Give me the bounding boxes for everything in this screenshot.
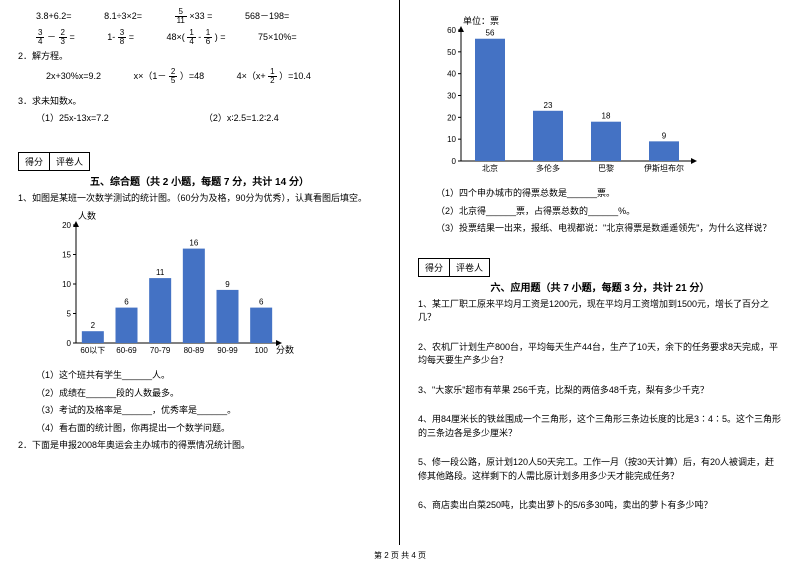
s5-q1: 1、如图是某班一次数学测试的统计图。（60分为及格，90分为优秀），认真看图后填… bbox=[18, 192, 381, 206]
chart-1: 0 5 10 15 20 2 60以下 6 60-69 11 70-79 16 80-89 9 90-99 6… bbox=[48, 211, 381, 363]
svg-text:23: 23 bbox=[544, 101, 553, 110]
close: ) = bbox=[215, 32, 226, 42]
minus: － bbox=[47, 32, 56, 42]
q3-items: （1）25x-13x=7.2 （2）x∶2.5=1.2∶2.4 bbox=[18, 112, 381, 126]
s6q3: 3、"大家乐"超市有苹果 256千克，比梨的两倍多48千克，梨有多少千克？ bbox=[418, 384, 782, 398]
svg-text:0: 0 bbox=[452, 157, 457, 166]
eq2: = bbox=[129, 32, 134, 42]
calc1a: 3.8+6.2= bbox=[36, 11, 72, 21]
q2-title: 2．解方程。 bbox=[18, 50, 381, 64]
left-column: 3.8+6.2= 8.1÷3×2= 511 ×33 = 568－198= 34 … bbox=[0, 0, 400, 545]
eq-row: 2x+30%x=9.2 x×（1－ 25 ）=48 4×（x+ 12 ）=10.… bbox=[18, 68, 381, 85]
eq3b: ）=10.4 bbox=[279, 70, 311, 80]
s6q1: 1、某工厂职工原来平均月工资是1200元，现在平均月工资增加到1500元，增长了… bbox=[418, 298, 782, 325]
svg-text:6: 6 bbox=[124, 298, 129, 307]
calc-row-1: 3.8+6.2= 8.1÷3×2= 511 ×33 = 568－198= bbox=[18, 8, 381, 25]
svg-text:18: 18 bbox=[602, 112, 611, 121]
svg-text:人数: 人数 bbox=[78, 211, 96, 221]
svg-text:伊斯坦布尔: 伊斯坦布尔 bbox=[644, 163, 684, 173]
calc1d: 568－198= bbox=[245, 11, 289, 21]
svg-text:50: 50 bbox=[447, 48, 456, 57]
calc1b: 8.1÷3×2= bbox=[104, 11, 142, 21]
svg-text:多伦多: 多伦多 bbox=[536, 163, 560, 173]
frac-1-6: 16 bbox=[204, 29, 212, 46]
c2s1: （1）四个申办城市的得票总数是______票。 bbox=[418, 187, 782, 201]
score-label: 得分 bbox=[19, 153, 50, 170]
svg-text:56: 56 bbox=[486, 29, 495, 38]
eq1: 2x+30%x=9.2 bbox=[46, 70, 101, 80]
svg-text:2: 2 bbox=[91, 321, 96, 330]
c2s2: （2）北京得______票，占得票总数的______%。 bbox=[418, 205, 782, 219]
svg-text:100: 100 bbox=[254, 346, 268, 355]
calc1c: ×33 = bbox=[189, 11, 212, 21]
svg-text:15: 15 bbox=[62, 251, 71, 260]
section-6-title: 六、应用题（共 7 小题，每题 3 分，共计 21 分） bbox=[418, 279, 782, 294]
svg-text:分数: 分数 bbox=[276, 344, 294, 355]
eq2a: x×（1－ bbox=[134, 70, 167, 80]
s5q1s2: （2）成绩在______段的人数最多。 bbox=[18, 387, 381, 401]
s5-q2: 2．下面是申报2008年奥运会主办城市的得票情况统计图。 bbox=[18, 439, 381, 453]
svg-text:16: 16 bbox=[189, 239, 198, 248]
s6q2: 2、农机厂计划生产800台，平均每天生产44台，生产了10天，余下的任务要求8天… bbox=[418, 341, 782, 368]
grader-label-6: 评卷人 bbox=[450, 259, 489, 276]
svg-text:70-79: 70-79 bbox=[150, 346, 171, 355]
eq: = bbox=[69, 32, 74, 42]
score-box-6: 得分 评卷人 bbox=[418, 258, 490, 277]
svg-text:30: 30 bbox=[447, 92, 456, 101]
svg-text:单位：票: 单位：票 bbox=[463, 15, 499, 26]
frac-2-3: 23 bbox=[59, 29, 67, 46]
svg-text:9: 9 bbox=[225, 280, 230, 289]
svg-text:60以下: 60以下 bbox=[80, 346, 105, 355]
frac-1-4: 14 bbox=[187, 29, 195, 46]
eq2b: ）=48 bbox=[180, 70, 204, 80]
c2s3: （3）投票结果一出来，报纸、电视都说："北京得票是数遥遥领先"，为什么这样说？ bbox=[418, 222, 782, 236]
frac-3-8: 38 bbox=[118, 29, 126, 46]
svg-text:巴黎: 巴黎 bbox=[598, 163, 614, 173]
q3a: （1）25x-13x=7.2 bbox=[36, 113, 109, 123]
s5q1s1: （1）这个班共有学生______人。 bbox=[18, 369, 381, 383]
svg-text:40: 40 bbox=[447, 70, 456, 79]
p75: 75×10%= bbox=[258, 32, 297, 42]
page-footer: 第 2 页 共 4 页 bbox=[0, 550, 800, 561]
q3-title: 3．求未知数x。 bbox=[18, 95, 381, 109]
svg-text:20: 20 bbox=[62, 221, 71, 230]
one-minus: 1- bbox=[107, 32, 115, 42]
svg-text:80-89: 80-89 bbox=[184, 346, 205, 355]
chart2-svg: 0 10 20 30 40 50 60 56 北京 23 多伦多 18 巴黎 9 伊斯坦布尔 单位：票 bbox=[433, 14, 713, 179]
calc-row-2: 34 － 23 = 1- 38 = 48×( 14 - 16 ) = 75×10… bbox=[18, 29, 381, 46]
minus2: - bbox=[198, 32, 201, 42]
svg-text:0: 0 bbox=[67, 339, 72, 348]
svg-text:10: 10 bbox=[447, 135, 456, 144]
grader-label: 评卷人 bbox=[50, 153, 89, 170]
svg-text:11: 11 bbox=[156, 268, 165, 277]
svg-text:9: 9 bbox=[662, 131, 667, 140]
chart-2: 0 10 20 30 40 50 60 56 北京 23 多伦多 18 巴黎 9 伊斯坦布尔 单位：票 bbox=[433, 14, 782, 181]
score-label-6: 得分 bbox=[419, 259, 450, 276]
s6q6: 6、商店卖出白菜250吨，比卖出萝卜的5/6多30吨，卖出的萝卜有多少吨？ bbox=[418, 499, 782, 513]
svg-text:20: 20 bbox=[447, 113, 456, 122]
frac-3-4: 34 bbox=[36, 29, 44, 46]
s6q4: 4、用84厘米长的铁丝围成一个三角形，这个三角形三条边长度的比是3∶4∶5。这个… bbox=[418, 413, 782, 440]
svg-text:60-69: 60-69 bbox=[116, 346, 137, 355]
p48: 48×( bbox=[167, 32, 185, 42]
svg-text:5: 5 bbox=[67, 310, 72, 319]
svg-text:60: 60 bbox=[447, 26, 456, 35]
s5q1s4: （4）看右面的统计图，你再提出一个数学问题。 bbox=[18, 422, 381, 436]
s5q1s3: （3）考试的及格率是______，优秀率是______。 bbox=[18, 404, 381, 418]
section-5-title: 五、综合题（共 2 小题，每题 7 分，共计 14 分） bbox=[18, 173, 381, 188]
chart1-svg: 0 5 10 15 20 2 60以下 6 60-69 11 70-79 16 80-89 9 90-99 6… bbox=[48, 211, 308, 361]
right-column: 0 10 20 30 40 50 60 56 北京 23 多伦多 18 巴黎 9 伊斯坦布尔 单位：票 （1）… bbox=[400, 0, 800, 545]
frac-1-2: 12 bbox=[268, 68, 276, 85]
frac-2-5: 25 bbox=[169, 68, 177, 85]
svg-text:北京: 北京 bbox=[482, 163, 498, 173]
svg-text:6: 6 bbox=[259, 298, 264, 307]
svg-text:90-99: 90-99 bbox=[217, 346, 238, 355]
svg-text:10: 10 bbox=[62, 280, 71, 289]
q3b: （2）x∶2.5=1.2∶2.4 bbox=[204, 113, 279, 123]
score-box-5: 得分 评卷人 bbox=[18, 152, 90, 171]
s6q5: 5、修一段公路，原计划120人50天完工。工作一月（按30天计算）后，有20人被… bbox=[418, 456, 782, 483]
frac-5-11: 511 bbox=[175, 8, 187, 25]
eq3a: 4×（x+ bbox=[237, 70, 266, 80]
